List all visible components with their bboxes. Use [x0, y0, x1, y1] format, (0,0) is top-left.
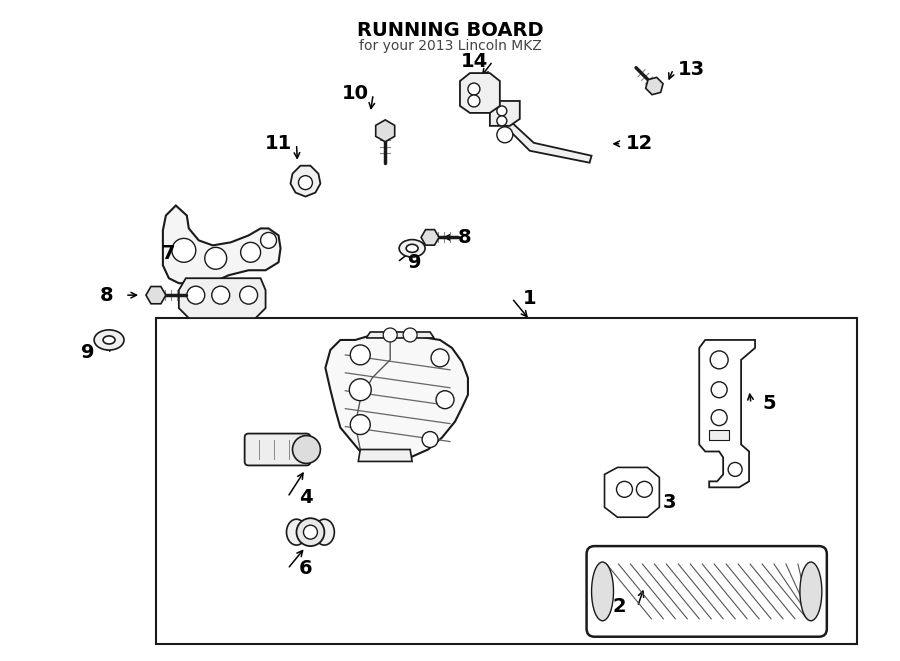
Circle shape	[150, 289, 162, 301]
Circle shape	[212, 286, 230, 304]
Polygon shape	[460, 73, 500, 113]
Circle shape	[497, 116, 507, 126]
Polygon shape	[490, 101, 520, 126]
Polygon shape	[375, 120, 395, 142]
Circle shape	[403, 328, 417, 342]
Circle shape	[349, 379, 371, 401]
Polygon shape	[709, 430, 729, 440]
Text: 9: 9	[81, 344, 94, 362]
Circle shape	[616, 481, 633, 497]
Text: 7: 7	[162, 244, 176, 263]
Polygon shape	[366, 332, 434, 338]
Bar	[156, 318, 857, 644]
Circle shape	[431, 349, 449, 367]
Text: for your 2013 Lincoln MKZ: for your 2013 Lincoln MKZ	[358, 39, 542, 54]
Polygon shape	[291, 166, 320, 196]
Polygon shape	[146, 286, 166, 304]
Polygon shape	[421, 229, 439, 245]
Text: 6: 6	[299, 559, 312, 578]
Ellipse shape	[104, 336, 115, 344]
Ellipse shape	[400, 239, 425, 257]
Circle shape	[497, 127, 513, 143]
Text: 12: 12	[626, 134, 653, 153]
Circle shape	[172, 239, 196, 262]
Ellipse shape	[591, 562, 614, 621]
Circle shape	[303, 525, 318, 539]
Text: 1: 1	[523, 289, 536, 307]
Circle shape	[468, 83, 480, 95]
Circle shape	[383, 328, 397, 342]
Circle shape	[296, 518, 324, 546]
Text: 10: 10	[342, 85, 369, 104]
Circle shape	[422, 432, 438, 447]
Ellipse shape	[286, 519, 306, 545]
Text: 9: 9	[409, 253, 422, 272]
Polygon shape	[645, 77, 663, 95]
Text: 8: 8	[458, 228, 472, 247]
Circle shape	[436, 391, 454, 408]
Ellipse shape	[406, 245, 419, 253]
Polygon shape	[179, 278, 266, 318]
Circle shape	[261, 233, 276, 249]
Text: 8: 8	[100, 286, 114, 305]
Circle shape	[350, 414, 370, 434]
Circle shape	[468, 95, 480, 107]
Circle shape	[636, 481, 652, 497]
FancyBboxPatch shape	[245, 434, 310, 465]
Circle shape	[187, 286, 205, 304]
Circle shape	[292, 436, 320, 463]
Circle shape	[379, 124, 392, 137]
Circle shape	[728, 463, 742, 477]
Text: 13: 13	[678, 59, 705, 79]
Polygon shape	[605, 467, 660, 517]
Polygon shape	[500, 111, 591, 163]
Circle shape	[350, 345, 370, 365]
Text: 3: 3	[662, 492, 676, 512]
Text: 4: 4	[299, 488, 312, 507]
Ellipse shape	[800, 562, 822, 621]
Polygon shape	[699, 340, 755, 487]
Polygon shape	[326, 334, 468, 459]
Text: RUNNING BOARD: RUNNING BOARD	[356, 21, 544, 40]
Circle shape	[711, 410, 727, 426]
Circle shape	[425, 232, 436, 243]
Circle shape	[240, 243, 261, 262]
FancyBboxPatch shape	[587, 546, 827, 637]
Ellipse shape	[94, 330, 124, 350]
Circle shape	[299, 176, 312, 190]
Circle shape	[239, 286, 257, 304]
Circle shape	[711, 382, 727, 398]
Circle shape	[497, 106, 507, 116]
Polygon shape	[163, 206, 281, 283]
Circle shape	[649, 81, 660, 91]
Circle shape	[205, 247, 227, 269]
Circle shape	[710, 351, 728, 369]
Text: 2: 2	[613, 598, 626, 616]
Text: 14: 14	[462, 52, 489, 71]
Text: 5: 5	[762, 394, 776, 413]
Polygon shape	[358, 449, 412, 461]
Ellipse shape	[314, 519, 335, 545]
Text: 11: 11	[265, 134, 292, 153]
